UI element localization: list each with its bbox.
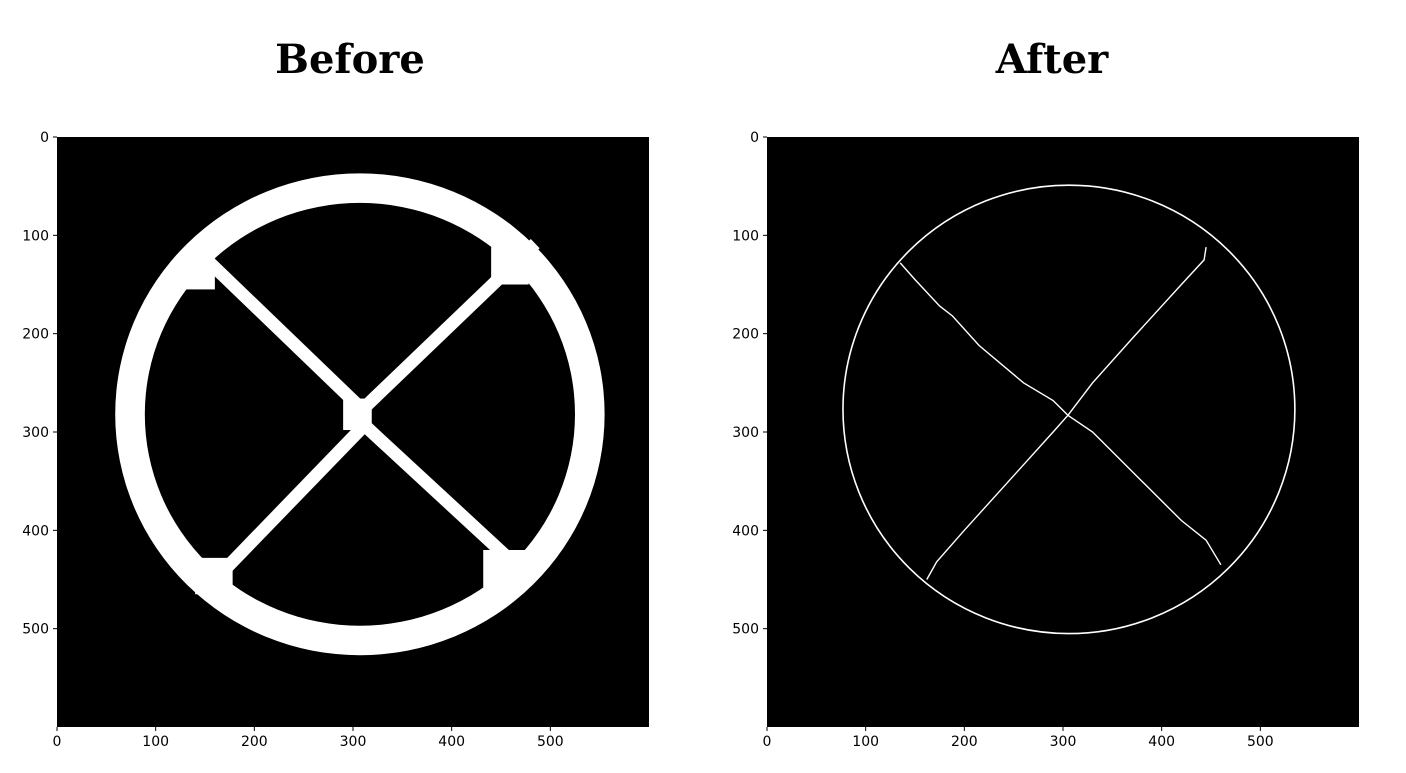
skeleton-ring [842,184,1296,635]
y-tick-label: 100 [732,228,759,244]
y-tick-label: 0 [40,130,49,146]
spoke-junction [195,557,233,595]
spoke [200,253,363,410]
y-tick-label: 400 [732,523,759,539]
x-tick-label: 400 [1148,734,1175,750]
x-tick-label: 0 [763,734,772,750]
y-tick-label: 200 [732,327,759,343]
y-tick-label: 300 [732,425,759,441]
skeleton-spoke [1067,414,1222,566]
x-tick-label: 100 [852,734,879,750]
x-tick-label: 200 [241,734,268,750]
spoke [362,422,530,579]
x-tick-label: 300 [1050,734,1077,750]
spoke-junction [483,550,527,588]
image-background [767,137,1359,727]
y-tick-label: 500 [732,622,759,638]
before-title: Before [275,36,425,83]
center-square [343,398,372,431]
x-tick-label: 400 [438,734,465,750]
after-title: After [995,36,1109,83]
spoke-junction [179,253,215,290]
y-tick-label: 200 [22,327,49,343]
skeleton-spoke [1067,246,1207,416]
x-tick-label: 500 [537,734,564,750]
x-tick-label: 200 [951,734,978,750]
y-tick-label: 0 [750,130,759,146]
y-tick-label: 400 [22,523,49,539]
y-tick-label: 500 [22,622,49,638]
x-tick-label: 500 [1247,734,1274,750]
y-tick-label: 100 [22,228,49,244]
y-tick-label: 300 [22,425,49,441]
spoke [215,422,368,579]
skeleton-spoke [926,414,1069,580]
x-tick-label: 300 [340,734,367,750]
skeleton-spoke [899,262,1069,416]
after-panel: 0 100 200 300 400 500 0 100 200 300 400 500 [732,130,1359,750]
x-tick-label: 0 [53,734,62,750]
before-panel: 0 100 200 300 400 500 0 100 200 300 400 500 [22,130,649,750]
spoke-junction [491,247,529,285]
x-tick-label: 100 [142,734,169,750]
